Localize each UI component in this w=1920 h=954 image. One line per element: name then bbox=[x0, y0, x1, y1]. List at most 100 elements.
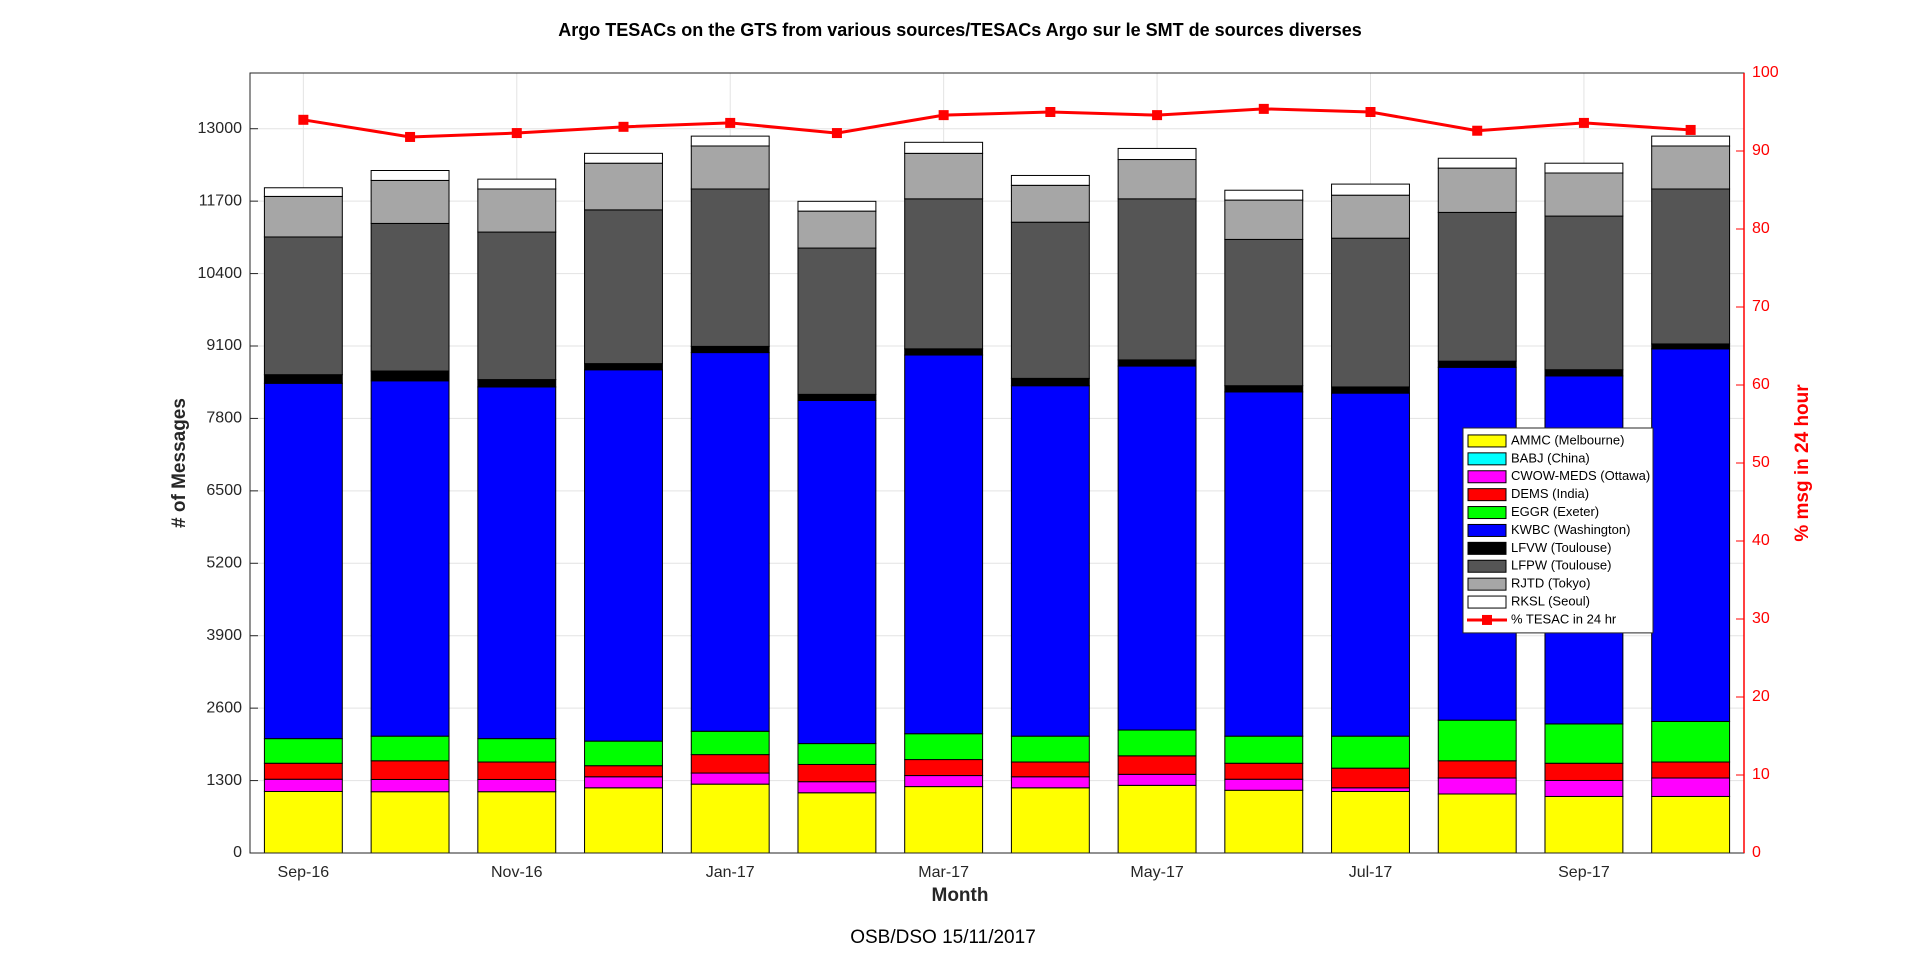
bar-segment bbox=[370, 735, 450, 762]
bar-segment bbox=[1010, 385, 1090, 737]
bar-segment bbox=[690, 783, 770, 854]
bar-segment bbox=[477, 791, 557, 854]
line-marker bbox=[405, 131, 416, 142]
bar-segment bbox=[1010, 377, 1090, 387]
bar-segment bbox=[904, 198, 984, 350]
bar-segment bbox=[263, 236, 343, 376]
legend-label: RKSL (Seoul) bbox=[1511, 593, 1590, 608]
y2-tick-label: 0 bbox=[1752, 844, 1761, 861]
bar-segment bbox=[1651, 795, 1731, 854]
bar-segment bbox=[690, 772, 770, 785]
bar-segment bbox=[1117, 198, 1197, 361]
bar-segment bbox=[1010, 776, 1090, 789]
bar-segment bbox=[370, 760, 450, 780]
legend-label: DEMS (India) bbox=[1511, 486, 1589, 501]
bar-segment bbox=[797, 393, 877, 401]
bar-segment bbox=[477, 386, 557, 740]
bar-segment bbox=[1224, 199, 1304, 240]
legend-swatch bbox=[1467, 506, 1507, 520]
bar-segment bbox=[584, 787, 663, 854]
bar-segment bbox=[904, 733, 984, 761]
bar-segment bbox=[1331, 183, 1410, 196]
bar-segment bbox=[1651, 720, 1731, 763]
bar-segment bbox=[584, 363, 663, 371]
bar-segment bbox=[1224, 762, 1304, 780]
y2-tick-label: 60 bbox=[1752, 376, 1770, 393]
legend-swatch bbox=[1467, 488, 1507, 502]
bar-segment bbox=[797, 781, 877, 794]
x-tick-label: Jan-17 bbox=[706, 864, 755, 881]
legend-swatch bbox=[1467, 577, 1507, 591]
bar-segment bbox=[1331, 386, 1410, 394]
bar-segment bbox=[1117, 359, 1197, 367]
bar-segment bbox=[797, 210, 877, 249]
legend-label: % TESAC in 24 hr bbox=[1511, 611, 1617, 626]
bar-segment bbox=[1544, 162, 1624, 174]
bar-segment bbox=[1224, 789, 1304, 854]
x-tick-label: Nov-16 bbox=[491, 864, 543, 881]
bar-segment bbox=[1331, 735, 1410, 769]
bar-segment bbox=[584, 369, 663, 742]
bar-segment bbox=[370, 778, 450, 793]
y-tick-label: 7800 bbox=[206, 410, 242, 427]
y-tick-label: 11700 bbox=[199, 192, 242, 209]
bar-segment bbox=[1224, 189, 1304, 201]
bar-segment bbox=[263, 195, 343, 238]
line-marker bbox=[511, 128, 522, 139]
bar-segment bbox=[1117, 365, 1197, 731]
bar-segment bbox=[1651, 145, 1731, 190]
bar-segment bbox=[904, 759, 984, 777]
bar-segment bbox=[1224, 778, 1304, 791]
bar-segment bbox=[1544, 795, 1624, 854]
bar-segment bbox=[263, 762, 343, 780]
bar-segment bbox=[370, 170, 450, 181]
bar-segment bbox=[477, 738, 557, 763]
bar-segment bbox=[1544, 779, 1624, 797]
bar-segment bbox=[1117, 729, 1197, 757]
bar-segment bbox=[370, 370, 450, 382]
bar-segment bbox=[1117, 755, 1197, 775]
bar-segment bbox=[690, 188, 770, 347]
bar-segment bbox=[584, 162, 663, 211]
legend-swatch bbox=[1467, 559, 1507, 573]
legend-label: LFVW (Toulouse) bbox=[1511, 540, 1611, 555]
bar-segment bbox=[1544, 172, 1624, 217]
y-tick-label: 0 bbox=[233, 844, 242, 861]
bar-segment bbox=[904, 348, 984, 356]
bar-segment bbox=[690, 352, 770, 732]
bar-segment bbox=[477, 188, 557, 233]
x-tick-label: Mar-17 bbox=[918, 864, 969, 881]
bar-segment bbox=[1651, 343, 1731, 350]
legend-label: CWOW-MEDS (Ottawa) bbox=[1511, 468, 1650, 483]
bar-segment bbox=[904, 141, 984, 154]
bar-segment bbox=[1224, 238, 1304, 387]
bar-segment bbox=[1224, 385, 1304, 393]
bar-segment bbox=[797, 200, 877, 212]
legend-marker bbox=[1482, 614, 1492, 625]
bar-segment bbox=[904, 354, 984, 735]
chart-title: Argo TESACs on the GTS from various sour… bbox=[558, 20, 1362, 40]
legend-swatch bbox=[1467, 541, 1507, 555]
bar-segment bbox=[1010, 735, 1090, 763]
bar-segment bbox=[263, 778, 343, 792]
y2-tick-label: 30 bbox=[1752, 610, 1770, 627]
bar-segment bbox=[690, 145, 770, 190]
legend-swatch bbox=[1467, 452, 1507, 466]
bar-segment bbox=[904, 775, 984, 788]
y-tick-label: 9100 bbox=[206, 337, 242, 354]
bar-segment bbox=[1437, 719, 1517, 762]
legend-swatch bbox=[1467, 470, 1507, 484]
y-axis-label: # of Messages bbox=[169, 398, 190, 528]
bar-segment bbox=[370, 791, 450, 854]
bar-segment bbox=[477, 178, 557, 190]
line-marker bbox=[618, 121, 629, 132]
bar-segment bbox=[797, 743, 877, 765]
bar-segment bbox=[1010, 761, 1090, 778]
y-tick-label: 13000 bbox=[198, 120, 243, 137]
bar-segment bbox=[904, 152, 984, 200]
bar-segment bbox=[1544, 762, 1624, 781]
bar-segment bbox=[1331, 392, 1410, 737]
bar-segment bbox=[370, 380, 450, 737]
x-axis-label: Month bbox=[932, 885, 989, 906]
